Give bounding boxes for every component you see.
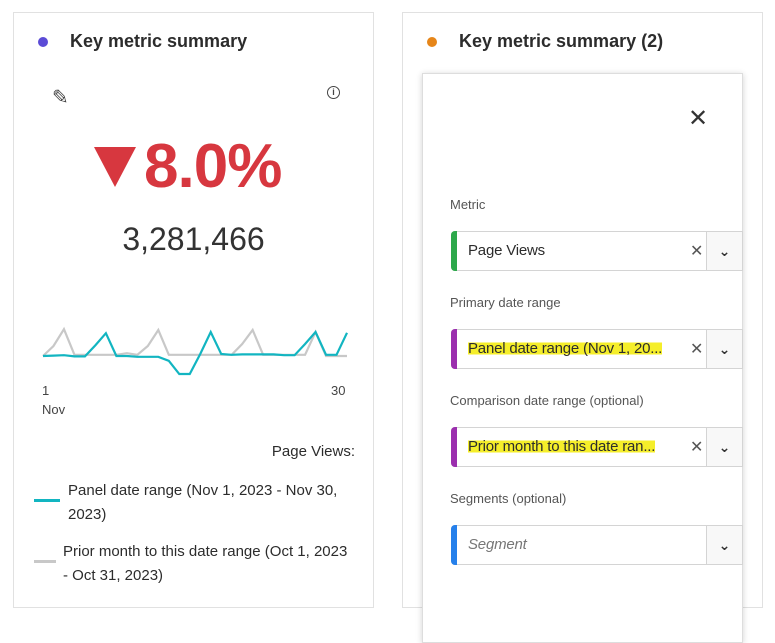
metric-field[interactable]: Page Views ✕ ⌄	[451, 231, 743, 271]
down-triangle-icon	[94, 147, 136, 187]
sparkline-chart	[42, 326, 348, 376]
segments-label: Segments (optional)	[450, 491, 567, 506]
x-axis-end: 30	[331, 383, 346, 398]
primary-date-label: Primary date range	[450, 295, 561, 310]
primary-date-field[interactable]: Panel date range (Nov 1, 20... ✕ ⌄	[451, 329, 743, 369]
series-line-panel-range	[42, 329, 348, 376]
comparison-date-label: Comparison date range (optional)	[450, 393, 644, 408]
metric-value: Page Views	[468, 242, 545, 259]
clear-icon[interactable]: ✕	[690, 243, 704, 260]
metric-label: Metric	[450, 197, 486, 212]
panel-settings-popover: ✕ Metric Page Views ✕ ⌄ Primary date range…	[422, 73, 743, 643]
primary-date-value: Panel date range (Nov 1, 20...	[468, 340, 663, 357]
panel-title: Key metric summary	[70, 31, 248, 51]
x-axis-start: 1	[42, 383, 50, 398]
legend-label: Prior month to this date range (Oct 1, 2…	[63, 543, 348, 584]
pencil-edit-icon[interactable]: ✎	[52, 87, 69, 109]
legend-label: Panel date range (Nov 1, 2023 - Nov 30, …	[68, 482, 338, 523]
info-icon[interactable]: i	[327, 86, 340, 99]
legend-swatch	[34, 560, 56, 563]
chevron-down-icon[interactable]: ⌄	[706, 526, 742, 564]
panel-color-dot	[427, 37, 437, 47]
legend-swatch	[34, 499, 60, 502]
close-icon[interactable]: ✕	[688, 105, 709, 132]
chevron-down-icon[interactable]: ⌄	[706, 428, 742, 466]
x-axis-month: Nov	[42, 402, 66, 417]
chevron-down-icon[interactable]: ⌄	[706, 330, 742, 368]
metric-value: 3,281,466	[122, 221, 265, 257]
comparison-date-field[interactable]: Prior month to this date ran... ✕ ⌄	[451, 427, 743, 467]
clear-icon[interactable]: ✕	[690, 439, 704, 456]
panel-title: Key metric summary (2)	[459, 31, 664, 51]
percent-change: 8.0%	[144, 132, 282, 201]
legend-item-prior-month: Prior month to this date range (Oct 1, 2…	[34, 540, 354, 588]
segment-input[interactable]: Segment ⌄	[451, 525, 743, 565]
chevron-down-icon[interactable]: ⌄	[706, 232, 742, 270]
legend-item-panel-range: Panel date range (Nov 1, 2023 - Nov 30, …	[34, 479, 354, 527]
segment-placeholder: Segment	[468, 536, 527, 553]
key-metric-summary-panel: Key metric summary ✎ i 8.0% 3,281,466 1 …	[13, 12, 374, 608]
legend-title: Page Views:	[271, 443, 355, 460]
comparison-date-value: Prior month to this date ran...	[468, 438, 656, 455]
clear-icon[interactable]: ✕	[690, 341, 704, 358]
panel-color-dot	[38, 37, 48, 47]
